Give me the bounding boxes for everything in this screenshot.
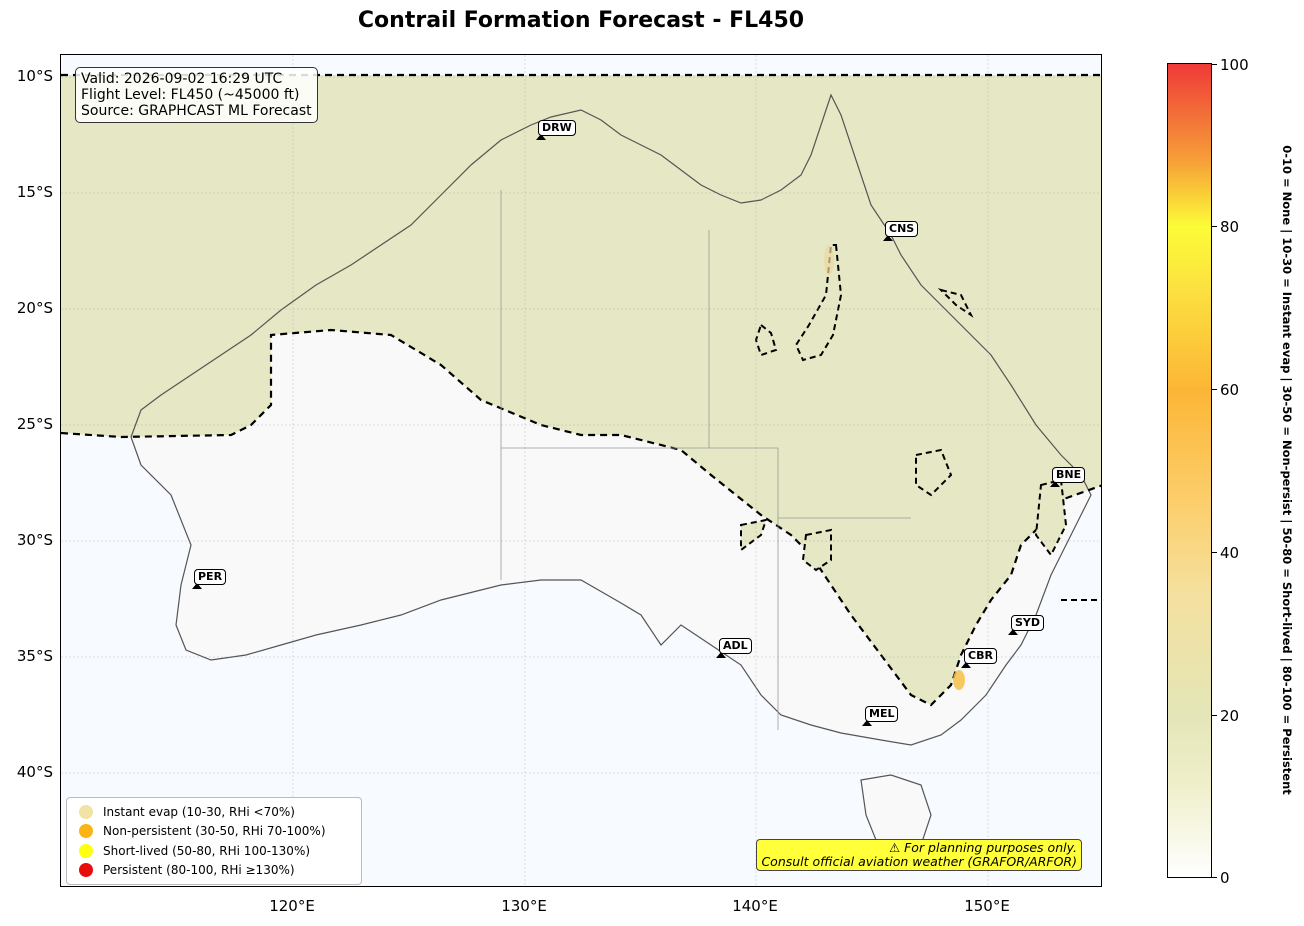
- city-label-drw[interactable]: DRW: [538, 120, 576, 136]
- lat-label: 25°S: [16, 415, 53, 433]
- contrail-zone: [61, 75, 1101, 705]
- map-legend: Instant evap (10-30, RHi <70%) Non-persi…: [66, 797, 362, 885]
- legend-item: Short-lived (50-80, RHi 100-130%): [73, 841, 355, 861]
- colorbar: [1167, 63, 1212, 878]
- legend-label: Instant evap (10-30, RHi <70%): [103, 804, 295, 819]
- legend-label: Persistent (80-100, RHi ≥130%): [103, 863, 295, 878]
- threshold-contour: [801, 528, 832, 572]
- legend-dot-icon: [79, 804, 93, 819]
- lat-label: 40°S: [16, 763, 53, 781]
- threshold-contour: [754, 323, 778, 357]
- legend-item: Non-persistent (30-50, RHi 70-100%): [73, 822, 355, 842]
- lat-label: 20°S: [16, 299, 53, 317]
- legend-dot-icon: [79, 843, 93, 858]
- colorbar-tick: [1212, 389, 1217, 390]
- city-label-cns[interactable]: CNS: [885, 221, 919, 237]
- map-svg: [61, 55, 1101, 886]
- threshold-contour: [915, 448, 953, 497]
- city-label-bne[interactable]: BNE: [1052, 467, 1086, 483]
- colorbar-tick-label: 60: [1220, 381, 1240, 399]
- city-label-syd[interactable]: SYD: [1011, 615, 1045, 631]
- colorbar-tick-label: 40: [1220, 544, 1240, 562]
- valid-time: Valid: 2026-09-02 16:29 UTC: [81, 71, 283, 87]
- forecast-source: Source: GRAPHCAST ML Forecast: [81, 103, 312, 119]
- colorbar-tick-label: 80: [1220, 218, 1240, 236]
- warm-spot: [824, 245, 834, 275]
- colorbar-tick: [1212, 715, 1217, 716]
- legend-label: Non-persistent (30-50, RHi 70-100%): [103, 824, 326, 839]
- city-marker-icon: [862, 720, 872, 726]
- city-marker-icon: [1008, 629, 1018, 635]
- legend-dot-icon: [79, 863, 93, 878]
- legend-item: Persistent (80-100, RHi ≥130%): [73, 861, 355, 881]
- threshold-contour: [61, 328, 1101, 707]
- land-area: [131, 330, 1091, 745]
- colorbar-tick-label: 100: [1220, 56, 1249, 74]
- lat-label: 10°S: [16, 67, 53, 85]
- colorbar-tick: [1212, 552, 1217, 553]
- legend-label: Short-lived (50-80, RHi 100-130%): [103, 843, 311, 858]
- city-label-adl[interactable]: ADL: [719, 638, 752, 654]
- coastline: [130, 93, 1092, 746]
- city-marker-icon: [716, 652, 726, 658]
- city-marker-icon: [1050, 481, 1060, 487]
- colorbar-tick: [1212, 877, 1217, 878]
- chart-title: Contrail Formation Forecast - FL450: [357, 8, 805, 33]
- colorbar-tick-label: 0: [1220, 869, 1230, 887]
- warm-spot: [953, 670, 965, 690]
- city-marker-icon: [961, 662, 971, 668]
- lat-label: 30°S: [16, 531, 53, 549]
- state-borders: [500, 190, 911, 730]
- city-label-cbr[interactable]: CBR: [964, 648, 997, 664]
- city-label-mel[interactable]: MEL: [865, 706, 899, 722]
- threshold-contour: [740, 518, 768, 552]
- city-marker-icon: [192, 583, 202, 589]
- disclaimer-line: ⚠ For planning purposes only.: [889, 840, 1077, 855]
- lon-label: 130°E: [501, 897, 547, 915]
- city-marker-icon: [536, 134, 546, 140]
- lon-label: 140°E: [732, 897, 778, 915]
- lat-label: 15°S: [16, 183, 53, 201]
- colorbar-tick: [1212, 64, 1217, 65]
- flight-level: Flight Level: FL450 (~45000 ft): [81, 87, 300, 103]
- city-label-per[interactable]: PER: [194, 569, 227, 585]
- legend-item: Instant evap (10-30, RHi <70%): [73, 802, 355, 822]
- lon-label: 120°E: [269, 897, 315, 915]
- colorbar-caption: 0-10 = None | 10-30 = Instant evap | 30-…: [1280, 145, 1294, 795]
- threshold-contour: [937, 288, 974, 318]
- legend-dot-icon: [79, 824, 93, 839]
- threshold-contour: [1034, 478, 1068, 557]
- lat-label: 35°S: [16, 647, 53, 665]
- forecast-info-box: Valid: 2026-09-02 16:29 UTC Flight Level…: [75, 67, 318, 123]
- disclaimer-box: ⚠ For planning purposes only. Consult of…: [756, 839, 1082, 871]
- disclaimer-line: Consult official aviation weather (GRAFO…: [761, 854, 1077, 869]
- colorbar-tick-label: 20: [1220, 707, 1240, 725]
- lon-label: 150°E: [964, 897, 1010, 915]
- colorbar-tick: [1212, 226, 1217, 227]
- city-marker-icon: [883, 235, 893, 241]
- map-area[interactable]: [60, 54, 1102, 887]
